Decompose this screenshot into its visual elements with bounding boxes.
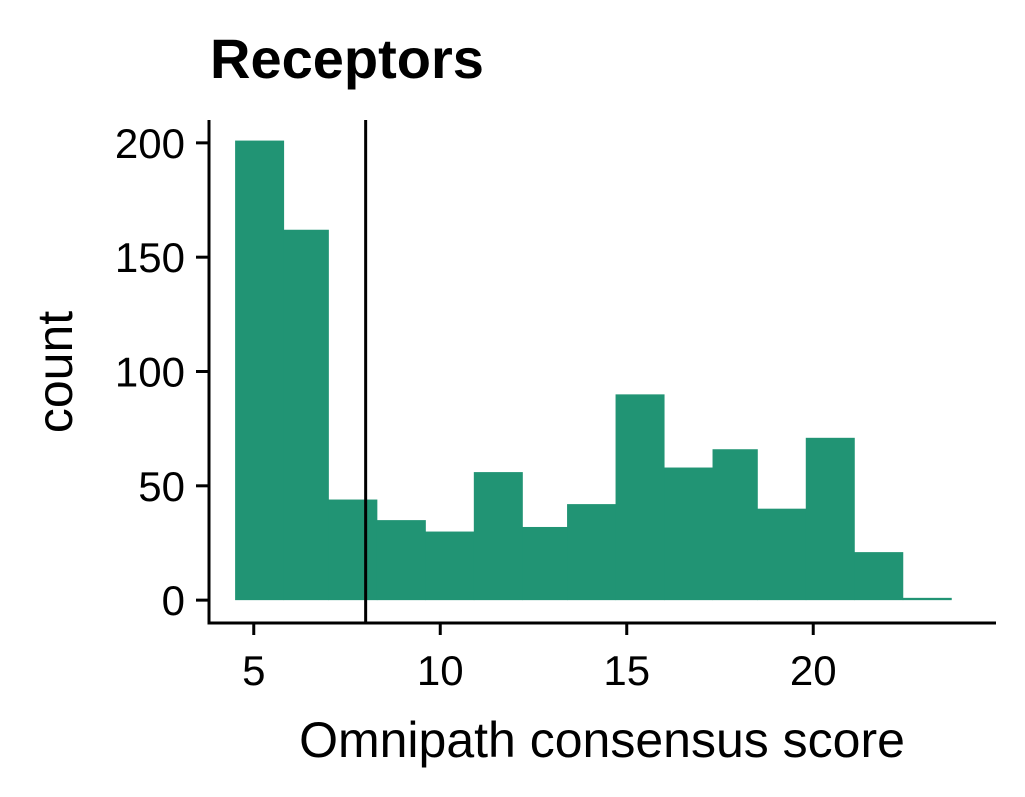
y-tick-label-50: 50 bbox=[138, 463, 185, 510]
histogram-bar-2 bbox=[283, 229, 329, 601]
x-tick-label-10: 10 bbox=[417, 647, 464, 694]
histogram-bar-9 bbox=[615, 394, 665, 601]
histogram-bar-3 bbox=[328, 499, 378, 601]
histogram-bar-11 bbox=[712, 449, 758, 601]
histogram-bar-10 bbox=[664, 467, 714, 601]
bars-group bbox=[235, 140, 952, 601]
x-ticks-group: 5 10 15 20 bbox=[242, 623, 837, 694]
histogram-bar-8 bbox=[567, 504, 617, 601]
histogram-bar-4 bbox=[376, 520, 426, 601]
y-tick-label-150: 150 bbox=[115, 234, 185, 281]
histogram-bar-15 bbox=[902, 597, 952, 601]
y-tick-label-200: 200 bbox=[115, 120, 185, 167]
histogram-bar-1 bbox=[235, 140, 285, 601]
histogram-bar-6 bbox=[473, 472, 523, 601]
y-tick-label-100: 100 bbox=[115, 349, 185, 396]
chart-title: Receptors bbox=[210, 27, 484, 90]
histogram-bar-12 bbox=[757, 508, 807, 601]
y-ticks-group: 0 50 100 150 200 bbox=[115, 120, 209, 624]
x-tick-label-5: 5 bbox=[242, 647, 265, 694]
y-axis-title: count bbox=[27, 311, 83, 433]
histogram-bar-13 bbox=[805, 437, 855, 601]
y-tick-label-0: 0 bbox=[162, 577, 185, 624]
histogram-bar-14 bbox=[854, 552, 904, 601]
histogram-bar-7 bbox=[522, 526, 568, 601]
x-tick-label-15: 15 bbox=[603, 647, 650, 694]
histogram-bar-5 bbox=[425, 531, 475, 601]
x-tick-label-20: 20 bbox=[790, 647, 837, 694]
x-axis-title: Omnipath consensus score bbox=[299, 712, 905, 768]
